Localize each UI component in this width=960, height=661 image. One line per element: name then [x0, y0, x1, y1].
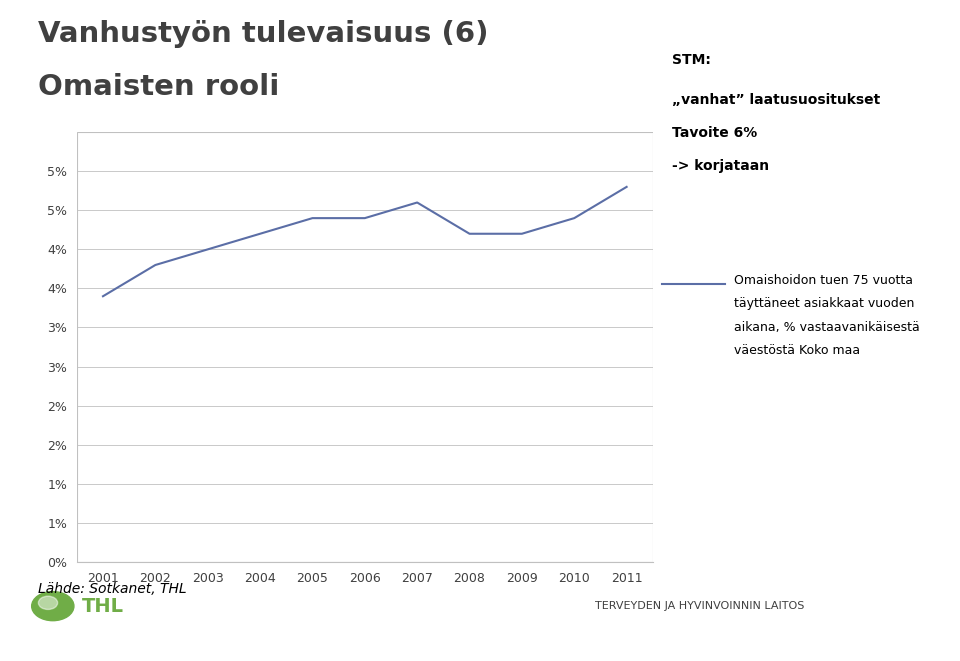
Text: TERVEYDEN JA HYVINVOINNIN LAITOS: TERVEYDEN JA HYVINVOINNIN LAITOS: [595, 601, 804, 611]
Text: 17.4.2013: 17.4.2013: [19, 637, 83, 650]
Text: 20: 20: [915, 637, 931, 650]
Text: Vanhustyön tulevaisuus (6): Vanhustyön tulevaisuus (6): [38, 20, 489, 48]
Text: „vanhat” laatusuositukset: „vanhat” laatusuositukset: [672, 93, 880, 106]
Text: Lähde: Sotkanet, THL: Lähde: Sotkanet, THL: [38, 582, 187, 596]
Text: Tavoite 6%: Tavoite 6%: [672, 126, 757, 139]
Text: Omaisten rooli: Omaisten rooli: [38, 73, 279, 100]
Text: täyttäneet asiakkaat vuoden: täyttäneet asiakkaat vuoden: [734, 297, 915, 311]
Text: Esityksen nimi / Tekijä: Esityksen nimi / Tekijä: [411, 637, 549, 650]
Text: väestöstä Koko maa: väestöstä Koko maa: [734, 344, 860, 357]
Text: STM:: STM:: [672, 53, 710, 67]
Text: Omaishoidon tuen 75 vuotta: Omaishoidon tuen 75 vuotta: [734, 274, 913, 288]
Text: -> korjataan: -> korjataan: [672, 159, 769, 173]
Text: THL: THL: [82, 597, 124, 615]
Text: aikana, % vastaavanikäisestä: aikana, % vastaavanikäisestä: [734, 321, 920, 334]
